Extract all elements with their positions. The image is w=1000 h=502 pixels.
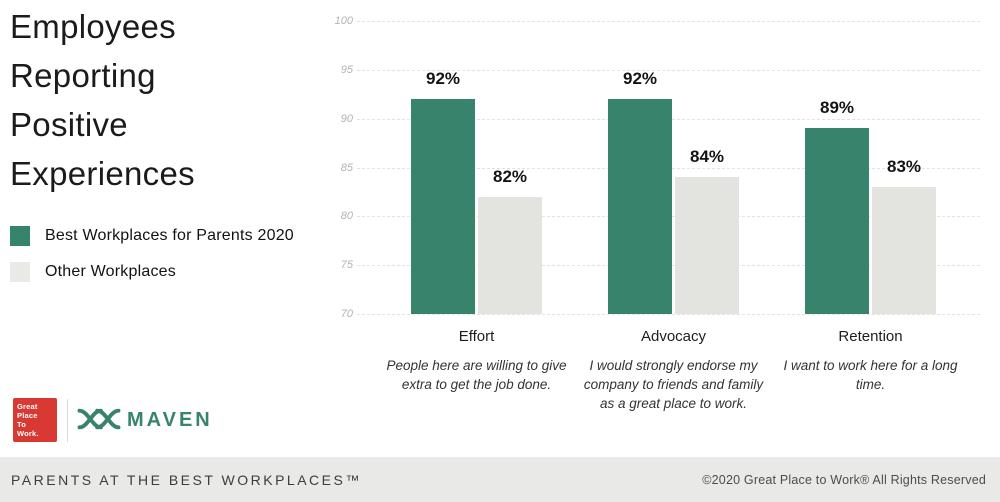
- bar-pair: 92% 84%: [576, 0, 771, 314]
- category-caption-retention: I want to work here for a long time.: [783, 358, 958, 393]
- footer-copyright: ©2020 Great Place to Work® All Rights Re…: [702, 472, 986, 487]
- footer-bar: PARENTS AT THE BEST WORKPLACES™ ©2020 Gr…: [0, 457, 1000, 502]
- bar-best-workplaces-effort: [411, 99, 475, 314]
- legend-label: Other Workplaces: [45, 263, 176, 280]
- bar-column: 92%: [411, 69, 475, 314]
- bar-value-label: 82%: [492, 166, 528, 186]
- bar-best-workplaces-advocacy: [608, 99, 672, 314]
- legend-swatch-best-workplaces: [10, 226, 30, 246]
- bar-pair: 92% 82%: [379, 0, 574, 314]
- category-caption-effort: People here are willing to give extra to…: [386, 358, 567, 393]
- legend-swatch-other-workplaces: [10, 262, 30, 282]
- bar-value-label: 89%: [819, 98, 855, 118]
- y-tick-label: 90: [340, 112, 353, 125]
- bar-value-label: 84%: [689, 147, 725, 167]
- page-title: Employees Reporting Positive Experiences: [10, 8, 195, 192]
- bar-group-effort: 92% 82% Effort People here are willing t…: [379, 0, 574, 394]
- legend-item-best-workplaces: Best Workplaces for Parents 2020: [10, 226, 294, 246]
- footer-campaign-title: PARENTS AT THE BEST WORKPLACES™: [11, 471, 362, 488]
- gridline: [357, 69, 980, 71]
- bar-group-advocacy: 92% 84% Advocacy I would strongly endors…: [576, 0, 771, 413]
- gridline: [357, 314, 980, 315]
- bar-group-retention: 89% 83% Retention I want to work here fo…: [773, 0, 968, 394]
- y-tick-label: 85: [340, 161, 353, 174]
- logo-divider: [67, 399, 68, 442]
- bar-column: 89%: [805, 98, 869, 314]
- bar-column: 83%: [872, 157, 936, 314]
- bar-column: 84%: [675, 147, 739, 314]
- bar-other-workplaces-advocacy: [675, 177, 739, 314]
- category-label-retention: Retention: [838, 328, 903, 345]
- y-tick-label: 80: [340, 210, 353, 223]
- y-tick-label: 100: [334, 15, 353, 27]
- bar-other-workplaces-retention: [872, 187, 936, 314]
- bar-value-label: 83%: [886, 157, 922, 177]
- category-caption-advocacy: I would strongly endorse my company to f…: [583, 358, 764, 412]
- chart-legend: Best Workplaces for Parents 2020 Other W…: [10, 226, 294, 298]
- left-panel: Employees Reporting Positive Experiences…: [0, 0, 330, 456]
- y-tick-label: 95: [340, 63, 353, 76]
- bar-value-label: 92%: [425, 69, 461, 89]
- maven-logo-icon: [77, 408, 121, 430]
- y-tick-label: 75: [340, 259, 353, 272]
- bar-other-workplaces-effort: [478, 196, 542, 314]
- bar-column: 82%: [478, 167, 542, 314]
- great-place-to-work-logo: Great Place To Work.: [13, 398, 57, 442]
- bar-chart: 100 95 90 85 80 75 70 92% 82% Effort Peo…: [330, 0, 1000, 457]
- bar-value-label: 92%: [622, 69, 658, 89]
- legend-label: Best Workplaces for Parents 2020: [45, 227, 294, 244]
- bar-column: 92%: [608, 69, 672, 314]
- bar-best-workplaces-retention: [805, 128, 869, 314]
- category-label-advocacy: Advocacy: [640, 328, 707, 345]
- category-label-effort: Effort: [458, 328, 495, 345]
- legend-item-other-workplaces: Other Workplaces: [10, 262, 294, 282]
- gridline: [357, 21, 980, 22]
- bar-pair: 89% 83%: [773, 0, 968, 314]
- y-tick-label: 70: [340, 308, 353, 320]
- maven-logo-text: MAVEN: [127, 409, 213, 431]
